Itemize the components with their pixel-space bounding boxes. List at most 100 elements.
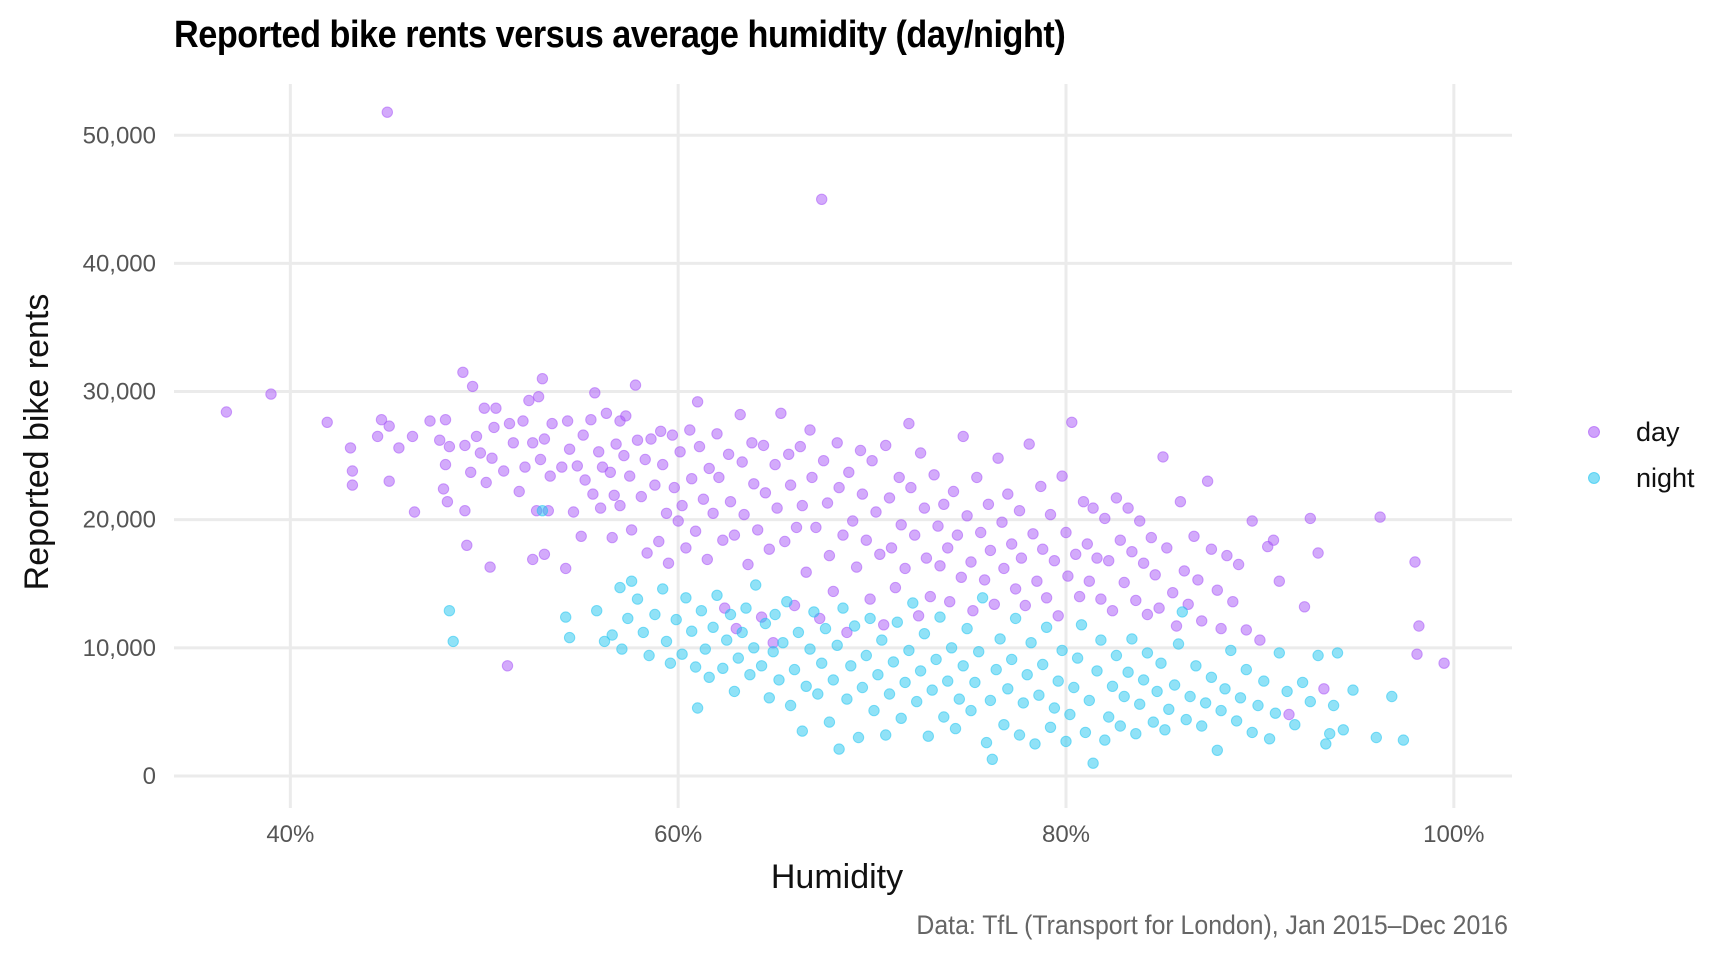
legend: day night xyxy=(1588,417,1695,493)
night-point xyxy=(1296,676,1309,689)
night-point xyxy=(1331,647,1344,659)
y-tick-label: 20,000 xyxy=(83,507,156,534)
day-point xyxy=(1170,620,1183,632)
x-tick-label: 100% xyxy=(1423,821,1484,848)
night-point xyxy=(1130,728,1142,740)
night-point xyxy=(773,674,785,686)
night-point xyxy=(1215,704,1227,717)
night-point xyxy=(759,617,772,630)
night-point xyxy=(1219,683,1231,695)
day-point xyxy=(480,476,492,489)
day-point xyxy=(1110,492,1123,504)
day-point xyxy=(1409,556,1421,568)
day-point xyxy=(346,465,359,477)
day-point xyxy=(1070,548,1082,560)
night-point xyxy=(1118,690,1130,703)
day-point xyxy=(220,406,233,418)
night-point xyxy=(788,663,801,676)
day-point xyxy=(938,498,950,510)
night-point xyxy=(938,711,950,723)
night-point xyxy=(625,575,638,587)
day-point xyxy=(666,429,679,441)
night-point xyxy=(1263,733,1276,745)
night-point xyxy=(1320,738,1332,750)
day-point xyxy=(870,506,882,518)
day-point xyxy=(701,553,713,566)
day-point xyxy=(1015,552,1028,564)
night-point xyxy=(1017,697,1029,709)
day-point xyxy=(686,473,698,485)
night-point xyxy=(736,626,748,639)
night-point xyxy=(1068,681,1080,694)
day-point xyxy=(1130,594,1142,607)
day-point xyxy=(1040,592,1053,604)
night-point xyxy=(922,730,934,742)
night-point xyxy=(1172,638,1185,650)
night-point xyxy=(1029,738,1041,750)
night-point xyxy=(750,579,762,591)
night-point xyxy=(792,626,805,639)
night-point xyxy=(880,729,892,741)
y-tick-label: 30,000 xyxy=(83,379,156,406)
day-point xyxy=(1174,496,1187,508)
day-point xyxy=(1106,605,1119,617)
night-point xyxy=(990,663,1002,676)
night-point xyxy=(1230,715,1243,727)
day-point xyxy=(680,542,692,554)
night-point xyxy=(868,704,880,717)
day-point xyxy=(1149,569,1161,581)
day-point xyxy=(536,373,549,385)
night-point xyxy=(703,671,715,683)
night-point xyxy=(883,688,896,700)
y-tick-label: 10,000 xyxy=(83,635,156,662)
day-point xyxy=(1145,531,1158,544)
night-point xyxy=(926,684,938,696)
night-point xyxy=(664,657,677,669)
night-point xyxy=(1347,684,1359,696)
day-point xyxy=(996,516,1008,528)
night-point xyxy=(1075,619,1088,631)
day-point xyxy=(383,420,395,432)
night-point xyxy=(1114,720,1127,732)
night-point xyxy=(1103,711,1115,723)
night-point xyxy=(676,648,688,660)
night-point xyxy=(1196,720,1208,732)
day-point xyxy=(821,497,834,509)
day-point xyxy=(831,437,843,449)
day-point xyxy=(1182,598,1194,610)
day-point xyxy=(594,502,607,514)
night-point xyxy=(1141,647,1154,659)
night-point xyxy=(823,716,836,728)
day-point xyxy=(1099,512,1111,525)
x-axis-title: Humidity xyxy=(771,858,903,896)
day-point xyxy=(951,529,964,541)
day-point xyxy=(909,529,921,541)
day-point xyxy=(346,479,359,491)
day-point xyxy=(854,444,867,457)
night-point xyxy=(711,589,723,601)
day-point xyxy=(620,410,632,422)
day-point xyxy=(513,485,525,498)
day-point xyxy=(1157,451,1169,463)
day-point xyxy=(689,525,702,537)
night-point xyxy=(1163,703,1175,715)
day-point xyxy=(707,507,719,519)
day-point xyxy=(674,446,686,458)
night-point xyxy=(1240,663,1253,676)
day-point xyxy=(837,529,849,541)
night-point xyxy=(899,676,911,689)
night-point xyxy=(837,602,849,614)
day-point xyxy=(742,558,754,571)
day-point xyxy=(748,478,760,490)
night-point xyxy=(1126,633,1138,645)
day-point xyxy=(1196,615,1208,627)
day-point xyxy=(757,439,770,452)
day-point xyxy=(381,106,393,118)
night-point xyxy=(1211,744,1224,756)
day-point xyxy=(856,488,869,500)
day-point xyxy=(1056,470,1068,482)
night-point xyxy=(1006,653,1018,666)
day-point xyxy=(567,506,580,518)
night-point xyxy=(563,631,576,644)
